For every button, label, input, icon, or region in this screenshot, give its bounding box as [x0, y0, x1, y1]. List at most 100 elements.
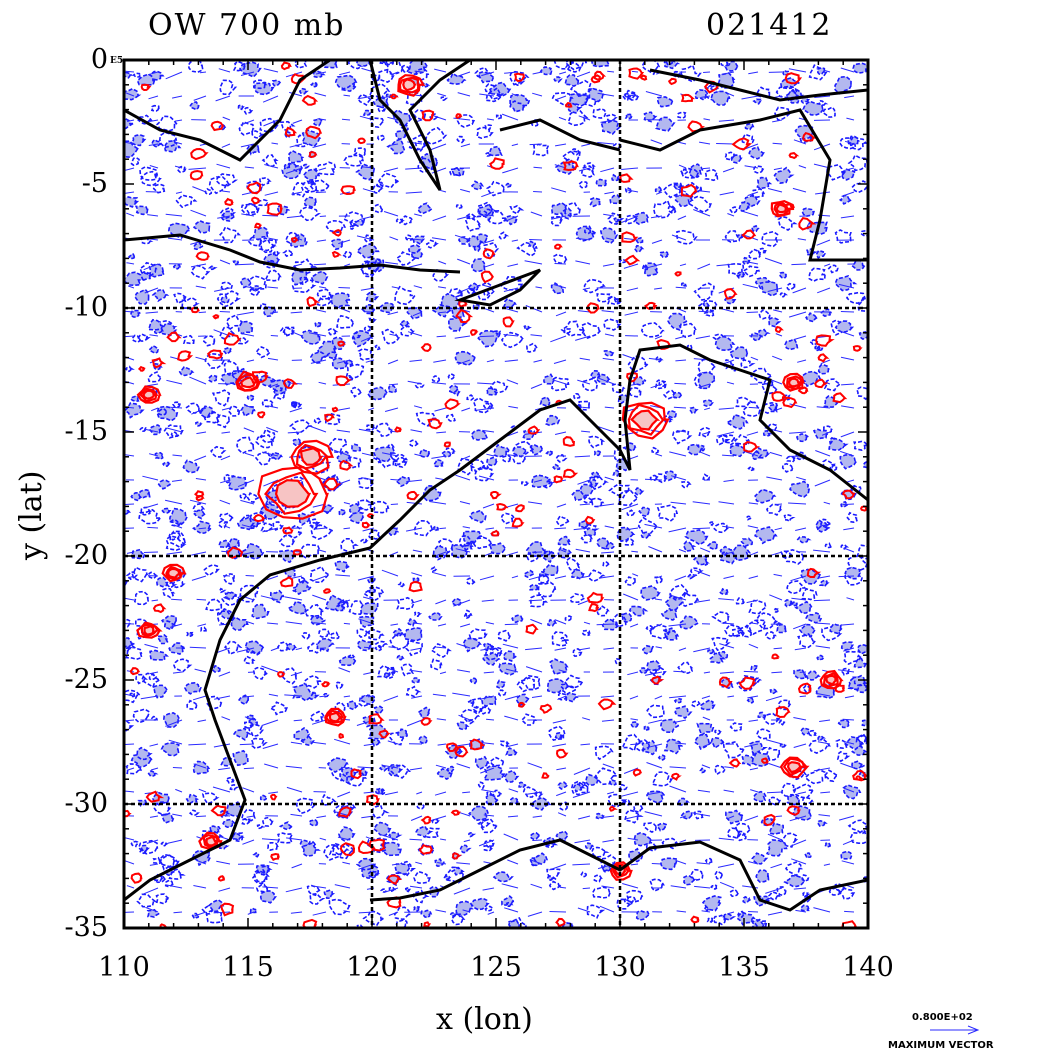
negative-contour [858, 331, 868, 340]
wind-vector [165, 213, 183, 217]
wind-vector [504, 359, 519, 362]
negative-contour [216, 290, 241, 308]
wind-vector [289, 407, 303, 413]
wind-vector [357, 575, 375, 581]
negative-contour [485, 152, 494, 157]
negative-contour [624, 113, 633, 120]
negative-contour [162, 711, 181, 729]
negative-contour [754, 526, 778, 545]
wind-vector [679, 839, 687, 843]
negative-contour [326, 351, 338, 360]
negative-contour [222, 573, 236, 585]
wind-vector [315, 71, 327, 75]
wind-vector [846, 117, 855, 121]
wind-vector [750, 356, 759, 361]
negative-contour [493, 443, 512, 458]
wind-vector [821, 431, 831, 436]
wind-vector [552, 743, 567, 747]
wind-vector [439, 671, 447, 675]
wind-vector [823, 863, 831, 866]
positive-contour [331, 406, 339, 413]
negative-contour [413, 905, 421, 912]
wind-vector [124, 141, 135, 145]
wind-vector [747, 191, 759, 197]
negative-contour [742, 895, 751, 904]
wind-vector [531, 695, 543, 698]
negative-contour [222, 346, 234, 356]
wind-vector [649, 623, 663, 630]
wind-vector [165, 884, 183, 889]
negative-contour [588, 87, 605, 103]
wind-vector [318, 167, 327, 171]
wind-vector [623, 593, 639, 601]
wind-vector [413, 285, 423, 289]
positive-contour [246, 181, 262, 195]
positive-contour [444, 398, 461, 411]
wind-vector [793, 743, 807, 748]
positive-contour [624, 254, 641, 266]
negative-contour [267, 842, 279, 851]
wind-vector [289, 91, 303, 97]
wind-vector [412, 622, 423, 625]
negative-contour [322, 504, 335, 514]
negative-contour [678, 322, 698, 338]
negative-contour [509, 100, 526, 113]
wind-vector [718, 119, 735, 122]
negative-contour [551, 631, 569, 647]
negative-contour [630, 721, 640, 729]
positive-contour [124, 809, 132, 818]
negative-contour [557, 781, 570, 790]
negative-contour [312, 117, 324, 127]
wind-vector [390, 623, 399, 626]
negative-contour [295, 797, 317, 815]
wind-vector [503, 307, 519, 313]
negative-contour [529, 444, 545, 456]
wind-vector [748, 71, 759, 75]
negative-contour [722, 912, 737, 922]
negative-contour [846, 511, 858, 524]
negative-contour [596, 604, 610, 617]
negative-contour [313, 417, 322, 425]
negative-contour [594, 767, 619, 786]
wind-vector [765, 695, 783, 702]
wind-vector [166, 379, 183, 385]
negative-contour [599, 227, 619, 244]
negative-contour [727, 263, 745, 277]
negative-contour [186, 699, 200, 710]
wind-vector [727, 213, 735, 217]
negative-contour [365, 291, 380, 303]
negative-contour [835, 738, 848, 750]
wind-vector [508, 788, 519, 793]
negative-contour [218, 539, 231, 549]
wind-vector [383, 695, 399, 702]
negative-contour [476, 233, 489, 245]
negative-contour [425, 239, 439, 249]
negative-contour [468, 628, 488, 640]
wind-vector [388, 383, 399, 386]
positive-contour [455, 113, 463, 120]
wind-vector [260, 595, 279, 601]
negative-contour [395, 251, 418, 266]
negative-contour [218, 512, 234, 524]
negative-contour [260, 237, 277, 254]
negative-contour [557, 535, 571, 546]
wind-vector [213, 911, 231, 914]
negative-contour [261, 865, 273, 874]
positive-feature [779, 756, 810, 779]
wind-vector [125, 597, 135, 601]
positive-feature [161, 563, 187, 583]
negative-contour [776, 886, 787, 897]
positive-contour [251, 370, 269, 383]
positive-contour [670, 772, 682, 781]
wind-vector [702, 743, 711, 748]
wind-vector [820, 524, 831, 529]
wind-vector [748, 911, 759, 913]
wind-vector [840, 67, 855, 73]
wind-vector [552, 379, 567, 385]
positive-contour [590, 74, 601, 84]
negative-contour [532, 143, 550, 157]
wind-vector [671, 234, 687, 241]
wind-vector [646, 762, 663, 769]
wind-vector [407, 237, 423, 241]
wind-vector [381, 452, 399, 457]
